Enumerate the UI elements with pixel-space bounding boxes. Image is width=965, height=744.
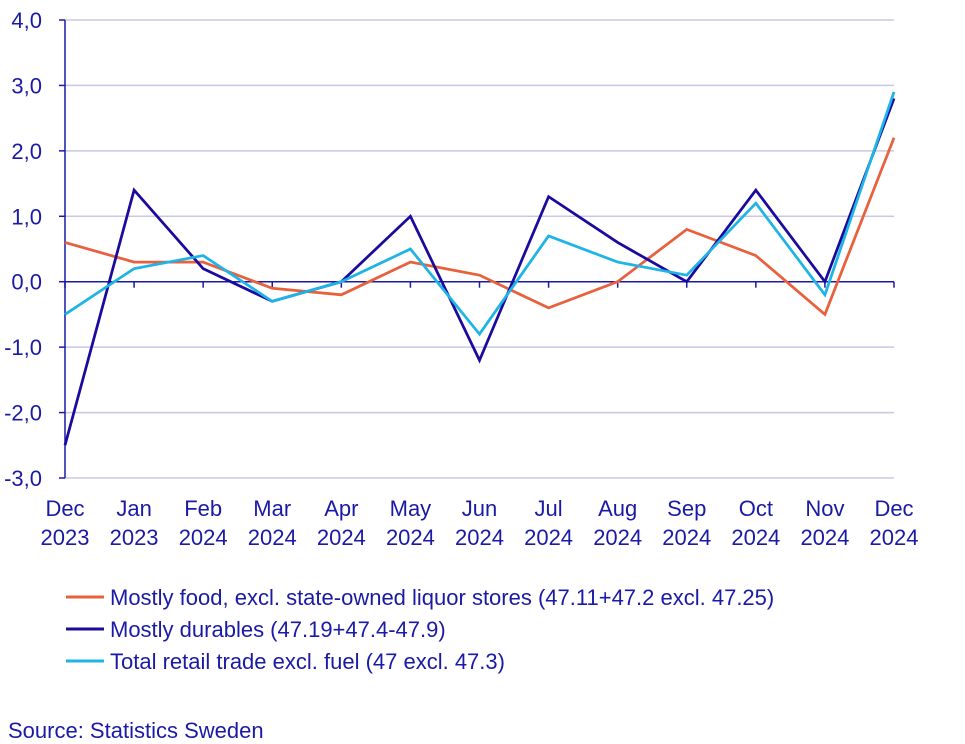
series-line-1 [64,137,896,317]
x-tick-label: Dec 2023 [41,496,90,550]
x-tick-label: Jan 2023 [110,496,159,550]
y-tick-label: -1,0 [4,335,42,360]
x-tick-label: Dec 2024 [870,496,919,550]
series-lines [63,91,896,446]
axes [59,19,895,479]
x-tick-label: Jul 2024 [524,496,573,550]
legend-label: Mostly durables (47.19+47.4-47.9) [110,617,446,642]
grid-lines [65,19,894,479]
y-tick-label: 3,0 [11,73,42,98]
y-tick-label: 0,0 [11,270,42,295]
y-tick-label: 4,0 [11,8,42,33]
legend-label: Total retail trade excl. fuel (47 excl. … [110,649,505,674]
x-tick-label: Aug 2024 [593,496,642,550]
series-line-2 [63,98,896,446]
x-tick-label: Jun 2024 [455,496,504,550]
x-tick-labels: Dec 2023 Jan 2023 Feb 2024 Mar 2024 Apr 2024 May 20… [41,496,919,550]
legend: Mostly food, excl. state-owned liquor st… [66,585,774,674]
y-tick-label: 1,0 [11,204,42,229]
y-tick-label: -3,0 [4,466,42,491]
x-tick-label: Sep 2024 [662,496,711,550]
x-tick-label: Nov 2024 [800,496,849,550]
x-tick-label: Apr 2024 [317,496,366,550]
y-tick-label: -2,0 [4,401,42,426]
source-note: Source: Statistics Sweden [8,718,264,743]
x-tick-label: Mar 2024 [248,496,297,550]
x-tick-label: Oct 2024 [731,496,780,550]
x-tick-label: Feb 2024 [179,496,228,550]
y-tick-labels: -3,0 -2,0 -1,0 0,0 1,0 2,0 3,0 4,0 [4,8,42,491]
legend-label: Mostly food, excl. state-owned liquor st… [110,585,774,610]
series-line-3 [64,91,896,337]
x-tick-label: May 2024 [386,496,435,550]
y-tick-label: 2,0 [11,139,42,164]
